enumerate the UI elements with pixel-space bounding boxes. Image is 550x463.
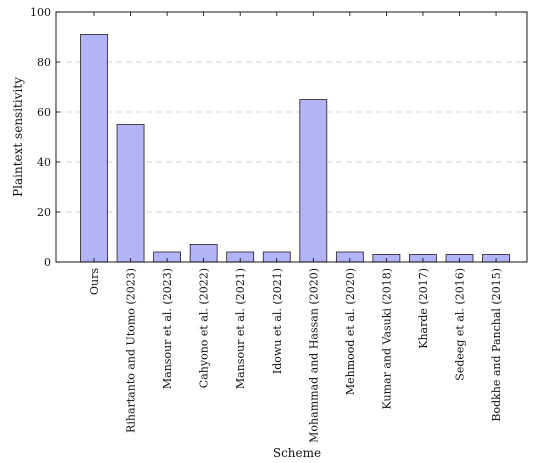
bars (80, 34, 510, 263)
x-tick-label: Mohammad and Hassan (2020) (307, 268, 320, 443)
bar (299, 99, 328, 263)
x-tick-label: Idowu et al. (2021) (271, 268, 284, 374)
x-tick-label: Kharde (2017) (417, 268, 430, 349)
y-tick-label: 60 (37, 106, 51, 119)
grid-lines (56, 61, 527, 213)
y-tick-label: 0 (44, 256, 51, 269)
x-tick-label: Sedeeg et al. (2016) (454, 268, 467, 381)
y-tick-label: 100 (30, 6, 51, 19)
bar (116, 124, 145, 263)
y-tick-labels: 0 20 40 60 80 100 (30, 6, 51, 269)
x-tick-label: Rihartanto and Utomo (2023) (125, 268, 138, 433)
x-tick-labels: Ours Rihartanto and Utomo (2023) Mansour e… (88, 268, 503, 443)
x-axis-title: Scheme (273, 446, 321, 460)
x-tick-label: Kumar and Vasuki (2018) (380, 268, 393, 409)
y-tick-label: 80 (37, 56, 51, 69)
x-tick-label: Ours (88, 268, 101, 295)
x-tick-label: Mehmood et al. (2020) (344, 268, 357, 395)
axes (55, 11, 528, 263)
x-tick-label: Bodkhe and Panchal (2015) (490, 268, 503, 422)
y-tick-label: 40 (37, 156, 51, 169)
bar (80, 34, 108, 263)
x-tick-label: Mansour et al. (2021) (234, 268, 247, 389)
plot-frame (55, 11, 528, 263)
x-tick-label: Cahyono et al. (2022) (198, 268, 211, 388)
y-axis-title: Plaintext sensitivity (11, 77, 25, 197)
y-tick-label: 20 (37, 206, 51, 219)
x-tick-label: Mansour et al. (2023) (161, 268, 174, 389)
